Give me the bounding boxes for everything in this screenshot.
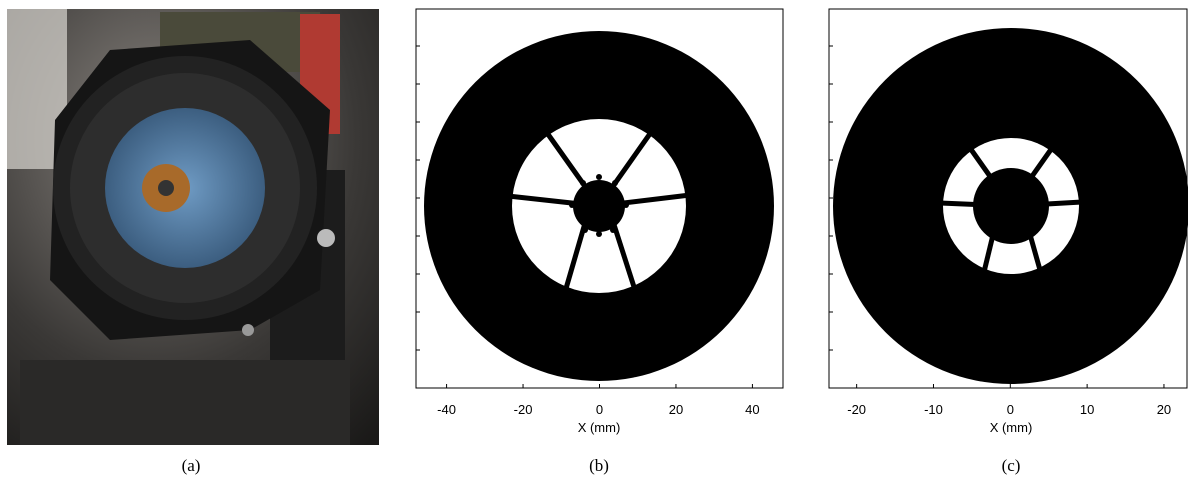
- x-axis-label: X (mm): [990, 420, 1033, 435]
- x-tick-label: -20: [847, 402, 866, 417]
- caption: (b): [589, 456, 609, 475]
- x-axis-label: X (mm): [578, 420, 621, 435]
- caption: (c): [1002, 456, 1021, 475]
- mask-c: [829, 9, 1188, 388]
- x-tick-label: 40: [745, 402, 759, 417]
- mask-b: [416, 9, 783, 388]
- x-tick-label: -20: [514, 402, 533, 417]
- figure: X (mm) X (mm) (a) (b) (c) -40 -20 0 20 40 -20…: [0, 0, 1188, 487]
- x-tick-label: 0: [1007, 402, 1014, 417]
- x-tick-label: 20: [669, 402, 683, 417]
- photo: [7, 9, 379, 445]
- x-tick-label: -10: [924, 402, 943, 417]
- x-tick-label: -40: [437, 402, 456, 417]
- x-tick-label: 20: [1157, 402, 1171, 417]
- x-tick-label: 0: [596, 402, 603, 417]
- x-tick-label: 10: [1080, 402, 1094, 417]
- caption: (a): [182, 456, 201, 475]
